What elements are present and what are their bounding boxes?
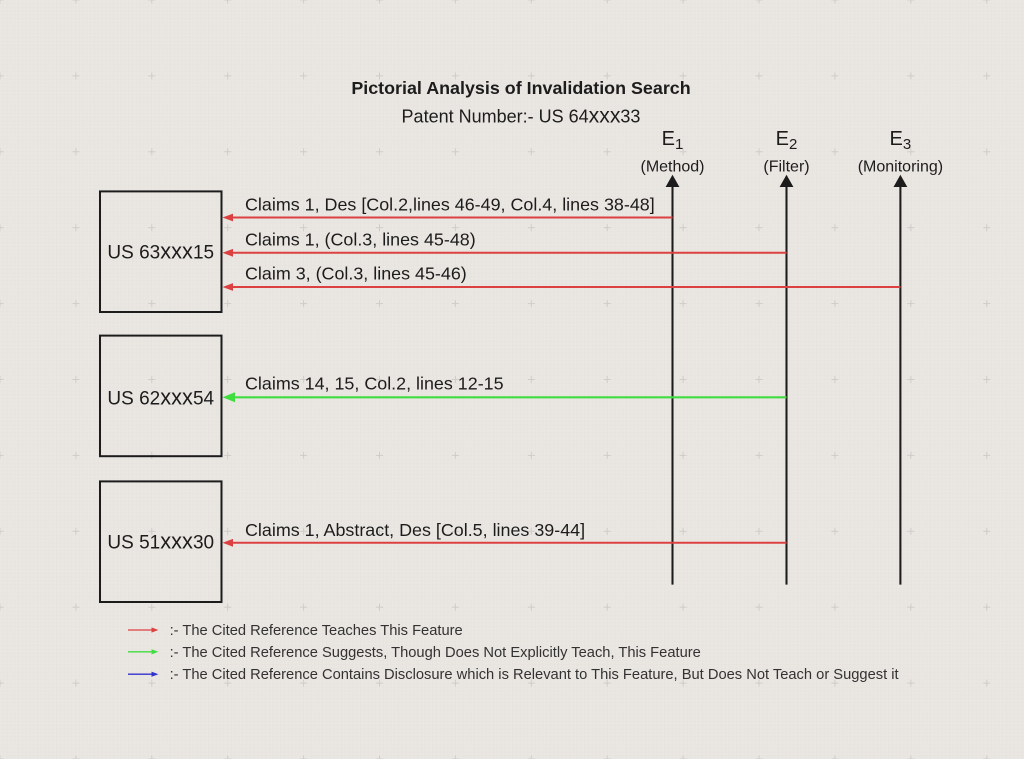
svg-text:Claim 3, (Col.3, lines 45-46): Claim 3, (Col.3, lines 45-46) (245, 263, 467, 283)
svg-text:US 51xxx30: US 51xxx30 (107, 529, 214, 554)
svg-text:Claims 1, Abstract, Des [Col.5: Claims 1, Abstract, Des [Col.5, lines 39… (245, 520, 585, 540)
svg-text:Claims 14, 15, Col.2, lines 12: Claims 14, 15, Col.2, lines 12-15 (245, 373, 504, 393)
svg-text:US 62xxx54: US 62xxx54 (107, 384, 214, 409)
svg-text:Pictorial Analysis of Invalida: Pictorial Analysis of Invalidation Searc… (351, 78, 690, 98)
svg-text:(Monitoring): (Monitoring) (858, 158, 943, 175)
svg-text::- The Cited Reference Contain: :- The Cited Reference Contains Disclosu… (170, 667, 899, 683)
svg-text:Claims 1, Des [Col.2,lines 46-: Claims 1, Des [Col.2,lines 46-49, Col.4,… (245, 195, 655, 215)
svg-text:US 63xxx15: US 63xxx15 (107, 239, 214, 264)
svg-text:Claims 1, (Col.3, lines 45-48): Claims 1, (Col.3, lines 45-48) (245, 230, 476, 250)
svg-text:Patent Number:- US 64xxx33: Patent Number:- US 64xxx33 (402, 104, 641, 127)
svg-text:(Method): (Method) (640, 158, 704, 175)
svg-text::- The Cited Reference Suggest: :- The Cited Reference Suggests, Though … (170, 645, 701, 661)
svg-text:(Filter): (Filter) (763, 158, 809, 175)
svg-text::- The Cited Reference Teaches: :- The Cited Reference Teaches This Feat… (170, 623, 463, 639)
